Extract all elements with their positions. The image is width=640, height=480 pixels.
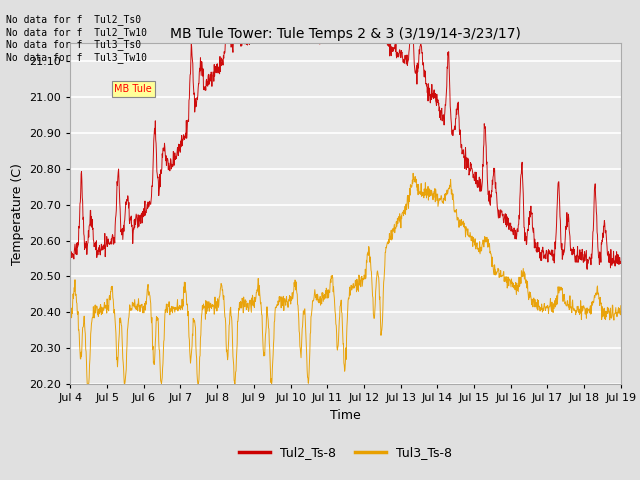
Text: No data for f  Tul2_Ts0
No data for f  Tul2_Tw10
No data for f  Tul3_Ts0
No data: No data for f Tul2_Ts0 No data for f Tul… xyxy=(6,14,147,63)
Text: MB Tule: MB Tule xyxy=(115,84,152,94)
Y-axis label: Temperature (C): Temperature (C) xyxy=(11,163,24,264)
Legend: Tul2_Ts-8, Tul3_Ts-8: Tul2_Ts-8, Tul3_Ts-8 xyxy=(234,442,457,464)
X-axis label: Time: Time xyxy=(330,408,361,421)
Title: MB Tule Tower: Tule Temps 2 & 3 (3/19/14-3/23/17): MB Tule Tower: Tule Temps 2 & 3 (3/19/14… xyxy=(170,27,521,41)
